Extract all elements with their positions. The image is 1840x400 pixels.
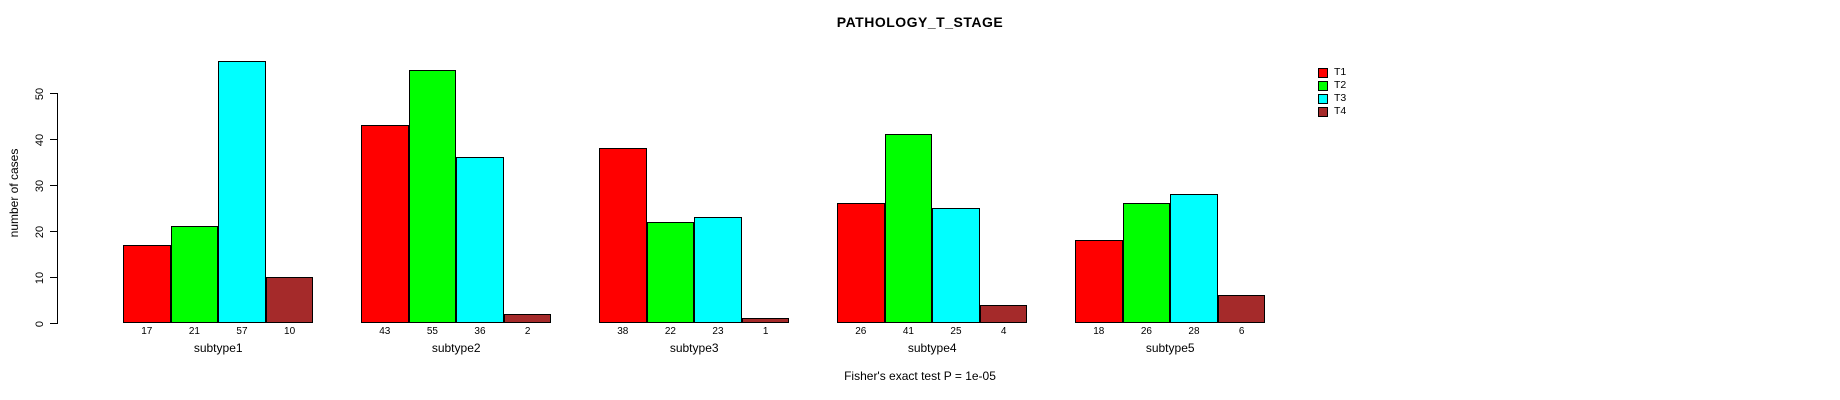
y-axis-tick bbox=[50, 323, 57, 324]
bar-value-label: 41 bbox=[902, 326, 914, 337]
y-axis-tick-label: 30 bbox=[34, 179, 46, 192]
bar-value-label: 10 bbox=[284, 326, 296, 337]
legend-label: T2 bbox=[1334, 79, 1347, 91]
y-axis-tick-label: 0 bbox=[34, 320, 46, 327]
y-axis-tick bbox=[50, 185, 57, 186]
bar-value-label: 38 bbox=[617, 326, 629, 337]
x-axis-category-label: subtype2 bbox=[431, 341, 481, 355]
bar-value-label: 4 bbox=[1000, 326, 1007, 337]
bar-value-label: 6 bbox=[1238, 326, 1245, 337]
y-axis-tick bbox=[50, 139, 57, 140]
y-axis-tick-label: 10 bbox=[34, 271, 46, 284]
x-axis-category-label: subtype1 bbox=[193, 341, 243, 355]
legend-swatch-T4 bbox=[1318, 106, 1328, 117]
legend-item-T1: T1 bbox=[1318, 66, 1346, 79]
bar-value-label: 26 bbox=[1140, 326, 1152, 337]
bar-value-label: 17 bbox=[141, 326, 153, 337]
bar-value-label: 57 bbox=[236, 326, 248, 337]
y-axis-tick bbox=[50, 277, 57, 278]
bar-T1-subtype4 bbox=[837, 203, 885, 323]
bar-value-label: 18 bbox=[1093, 326, 1105, 337]
bar-value-label: 26 bbox=[855, 326, 867, 337]
bar-value-label: 28 bbox=[1188, 326, 1200, 337]
bar-T1-subtype3 bbox=[599, 148, 647, 323]
legend-item-T3: T3 bbox=[1318, 92, 1346, 105]
bar-T4-subtype5 bbox=[1217, 295, 1266, 323]
bar-value-label: 22 bbox=[664, 326, 676, 337]
x-axis-category-label: subtype4 bbox=[907, 341, 957, 355]
y-axis-tick-label: 50 bbox=[34, 87, 46, 100]
bar-T1-subtype5 bbox=[1075, 240, 1123, 323]
bar-value-label: 55 bbox=[426, 326, 438, 337]
legend-label: T4 bbox=[1334, 105, 1347, 117]
bar-T4-subtype3 bbox=[741, 318, 790, 323]
bar-T1-subtype2 bbox=[361, 125, 409, 323]
bar-T3-subtype3 bbox=[694, 217, 742, 323]
legend-item-T2: T2 bbox=[1318, 79, 1346, 92]
legend-label: T3 bbox=[1334, 92, 1347, 104]
bar-value-label: 36 bbox=[474, 326, 486, 337]
y-axis-label: number of cases bbox=[7, 148, 21, 238]
annotation-fisher-test: Fisher's exact test P = 1e-05 bbox=[844, 369, 996, 383]
bar-value-label: 23 bbox=[712, 326, 724, 337]
legend: T1 T2 T3 T4 bbox=[1318, 66, 1346, 118]
x-axis-category-label: subtype3 bbox=[669, 341, 719, 355]
legend-swatch-T1 bbox=[1318, 67, 1328, 78]
bar-value-label: 43 bbox=[379, 326, 391, 337]
bar-value-label: 21 bbox=[188, 326, 200, 337]
legend-swatch-T2 bbox=[1318, 80, 1328, 91]
x-axis-category-label: subtype5 bbox=[1145, 341, 1195, 355]
bar-T3-subtype5 bbox=[1170, 194, 1218, 323]
bar-value-label: 2 bbox=[524, 326, 531, 337]
bar-T4-subtype4 bbox=[979, 304, 1028, 323]
bar-T3-subtype1 bbox=[218, 60, 266, 323]
bar-value-label: 1 bbox=[762, 326, 769, 337]
legend-label: T1 bbox=[1334, 66, 1347, 78]
bar-T2-subtype5 bbox=[1122, 203, 1171, 323]
y-axis-tick bbox=[50, 93, 57, 94]
bar-T2-subtype3 bbox=[646, 221, 695, 323]
bar-T3-subtype2 bbox=[456, 157, 504, 323]
bar-T4-subtype2 bbox=[503, 313, 552, 323]
bar-T4-subtype1 bbox=[265, 277, 314, 323]
bar-T2-subtype4 bbox=[884, 134, 933, 323]
legend-swatch-T3 bbox=[1318, 93, 1328, 104]
bar-value-label: 25 bbox=[950, 326, 962, 337]
y-axis-tick-label: 40 bbox=[34, 133, 46, 146]
bar-T2-subtype2 bbox=[408, 70, 457, 323]
chart-title: PATHOLOGY_T_STAGE bbox=[836, 14, 1004, 30]
bar-T2-subtype1 bbox=[170, 226, 219, 323]
bar-T1-subtype1 bbox=[123, 244, 171, 323]
y-axis-line bbox=[57, 93, 58, 324]
y-axis-tick bbox=[50, 231, 57, 232]
legend-item-T4: T4 bbox=[1318, 105, 1346, 118]
y-axis-tick-label: 20 bbox=[34, 225, 46, 238]
bar-T3-subtype4 bbox=[932, 208, 980, 323]
